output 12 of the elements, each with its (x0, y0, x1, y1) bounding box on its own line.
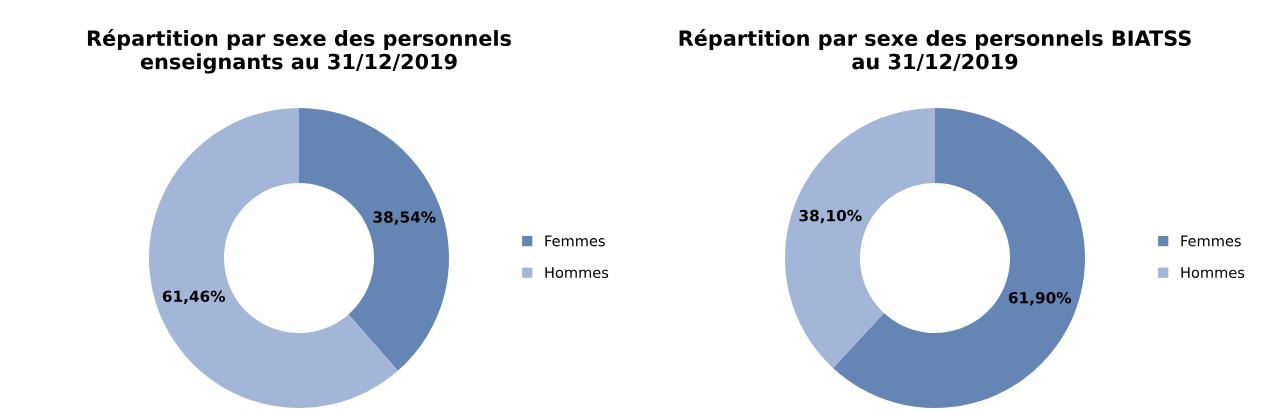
donut-slice (299, 108, 449, 371)
legend-label: Hommes (1181, 267, 1245, 279)
data-label: 61,46% (162, 290, 226, 305)
chart-title: Répartition par sexe des personnels enseignants au 31/12/2019 (87, 29, 511, 74)
data-label: 38,10% (799, 209, 862, 224)
data-label: 61,90% (1008, 291, 1072, 306)
legend-label: Femmes (1181, 235, 1241, 247)
donut-slice (785, 108, 935, 368)
legend-label: Hommes (545, 267, 609, 279)
chart-title: Répartition par sexe des personnels BIATSS au 31/12/2019 (679, 29, 1191, 72)
data-label: 38,54% (373, 211, 436, 225)
legend-label: Femmes (545, 235, 605, 247)
